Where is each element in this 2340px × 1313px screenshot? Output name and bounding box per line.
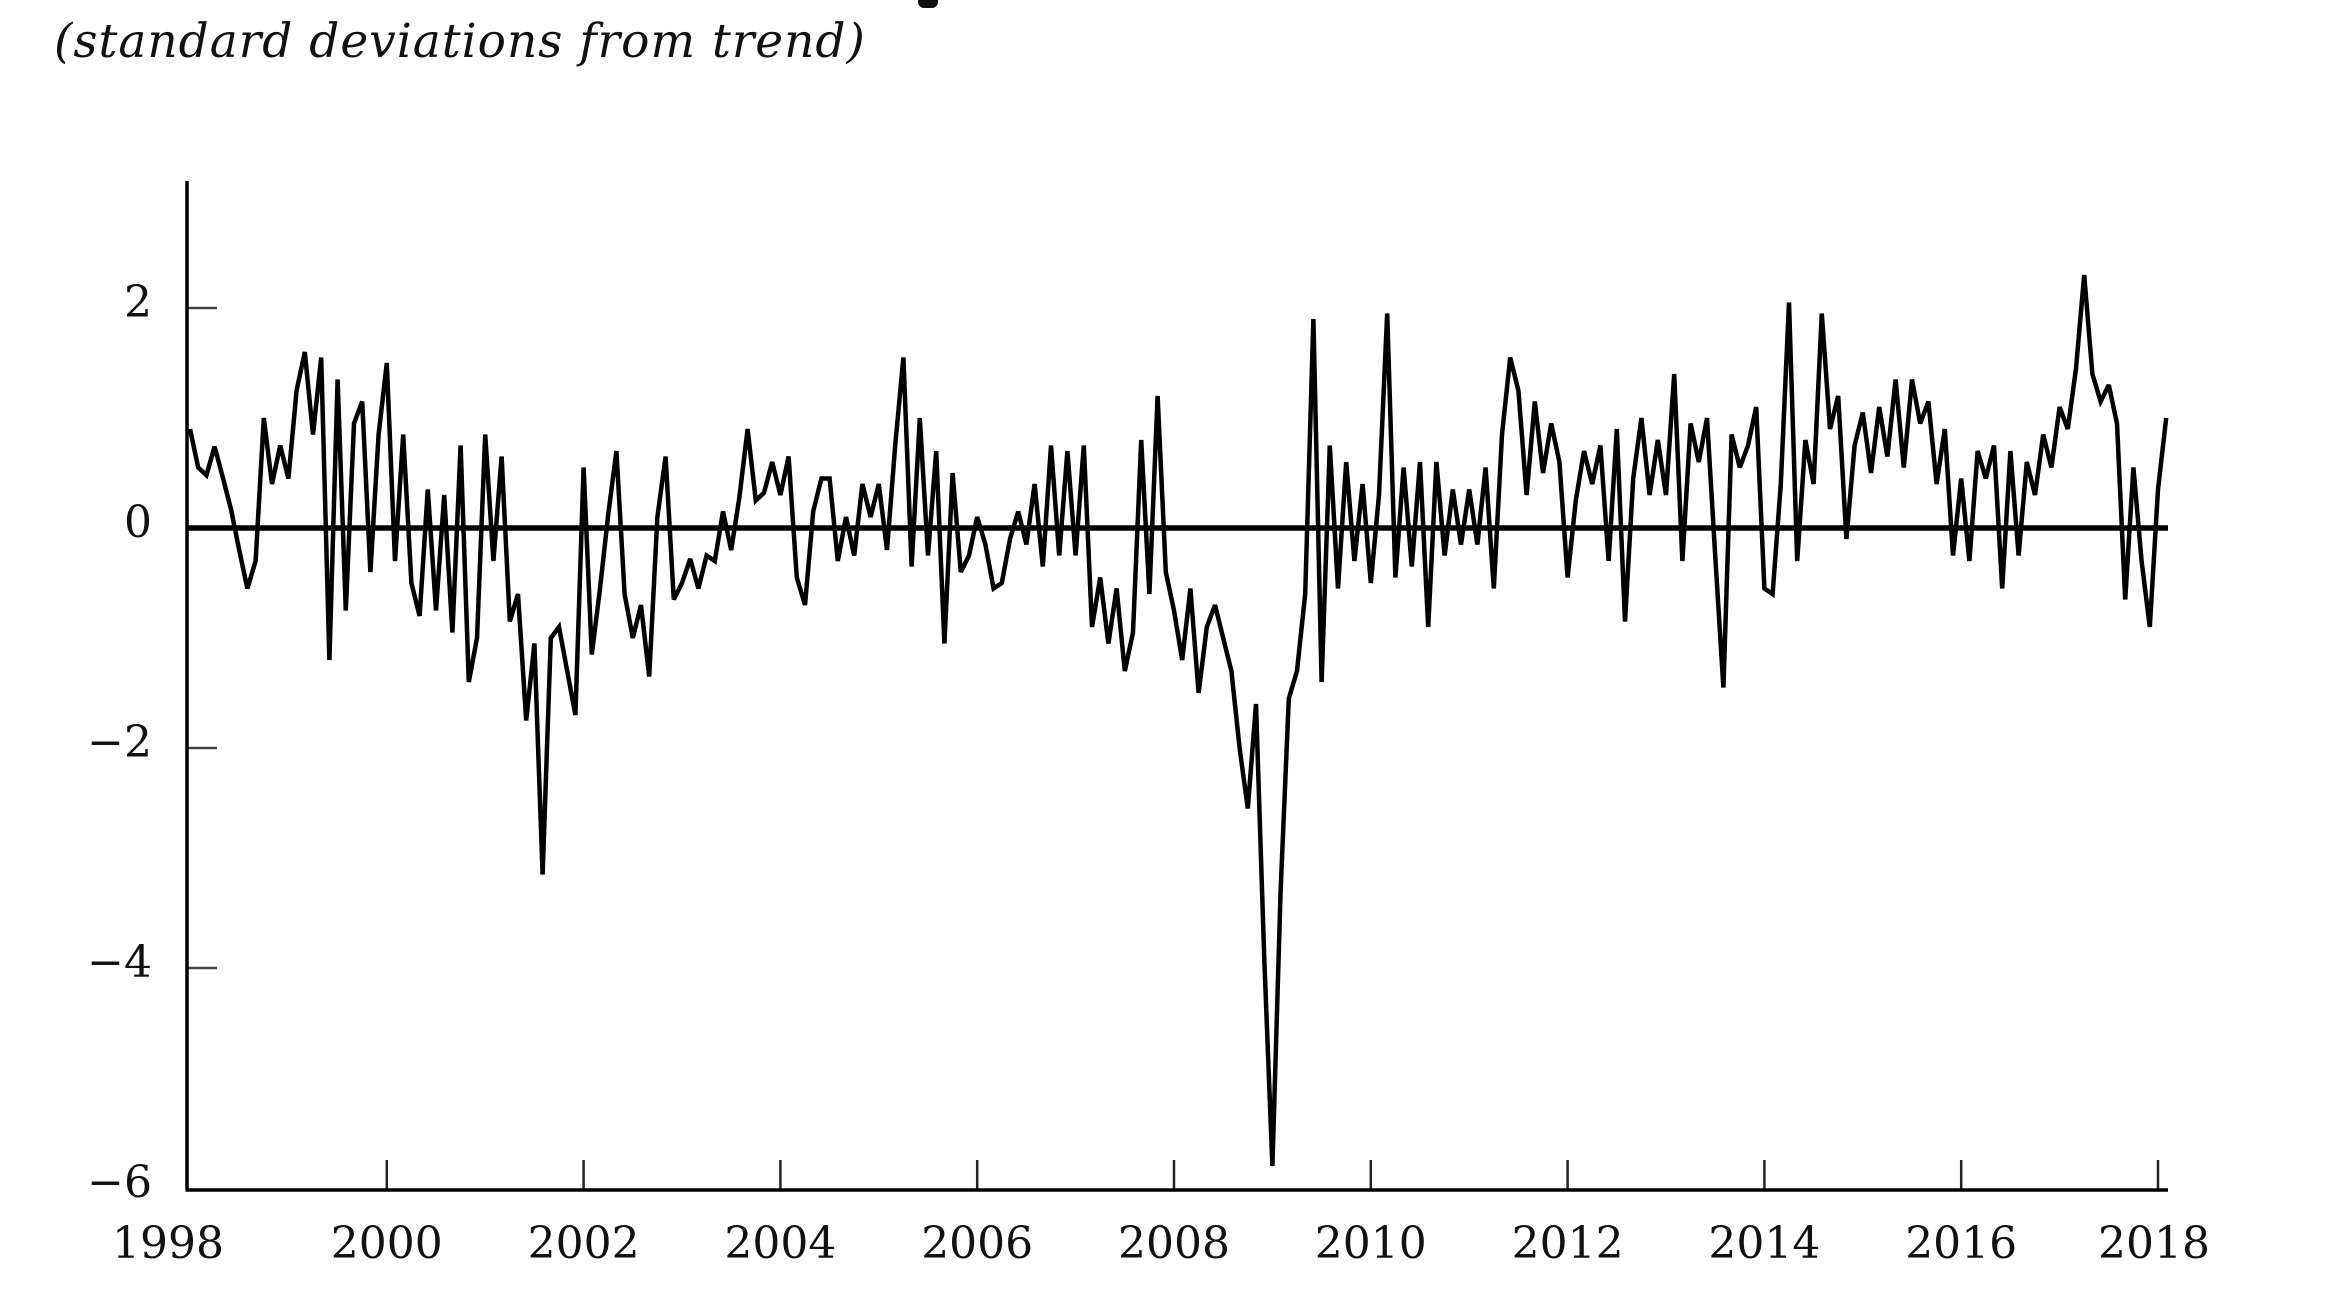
- data-series-line: [187, 274, 2169, 1167]
- x-tick-label-2012: 2012: [1511, 1218, 1624, 1269]
- y-tick-label-0: 0: [124, 497, 152, 548]
- x-tick-label-2016: 2016: [1905, 1218, 2018, 1269]
- x-tick-label-2006: 2006: [921, 1218, 1034, 1269]
- x-tick-label-1998: 1998: [112, 1218, 224, 1269]
- y-tick-label-−2: −2: [87, 717, 152, 768]
- cropped-title-fragment: [918, 0, 938, 8]
- y-tick-label-2: 2: [124, 277, 152, 328]
- chart-subtitle: (standard deviations from trend): [54, 14, 866, 69]
- x-tick-label-2002: 2002: [527, 1218, 640, 1269]
- x-tick-label-2008: 2008: [1118, 1218, 1230, 1269]
- x-tick-label-2000: 2000: [330, 1218, 443, 1269]
- x-tick-label-2018: 2018: [2098, 1218, 2210, 1269]
- x-tick-label-2004: 2004: [724, 1218, 837, 1269]
- axes: [185, 181, 2168, 1192]
- x-tick-label-2010: 2010: [1314, 1218, 1427, 1269]
- axis-ticks: [187, 306, 2160, 1190]
- y-tick-label-−4: −4: [87, 937, 152, 988]
- x-tick-label-2014: 2014: [1708, 1218, 1821, 1269]
- y-tick-label-−6: −6: [87, 1157, 152, 1208]
